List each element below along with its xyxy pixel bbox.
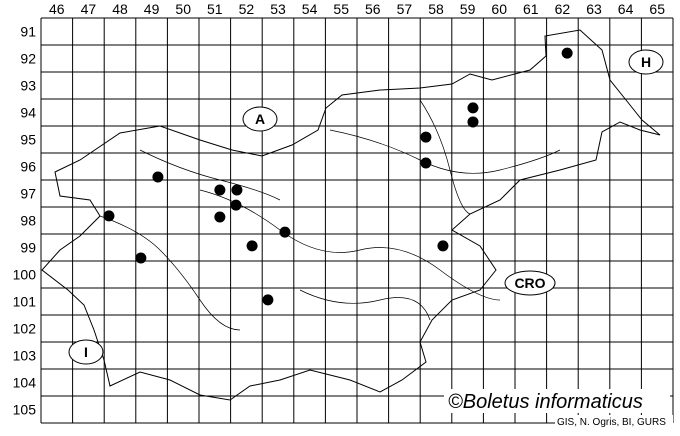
row-label: 98 [20,213,36,229]
column-label: 46 [49,1,65,17]
record-dot [246,240,258,252]
column-label: 50 [175,1,191,17]
column-label: 63 [586,1,602,17]
record-dot [437,240,449,252]
column-labels: 46 47 48 49 50 51 52 53 54 55 56 57 58 59 60 61 62 63 64 65 [49,1,665,17]
region-label-austria: A [255,111,265,127]
row-label: 100 [13,267,37,283]
record-dot [279,226,291,238]
record-dot [230,199,242,211]
column-label: 48 [112,1,128,17]
record-dot [467,102,479,114]
column-label: 62 [555,1,571,17]
row-label: 105 [13,402,37,418]
column-label: 57 [397,1,413,17]
column-label: 51 [207,1,223,17]
record-dot [467,116,479,128]
row-label: 96 [20,159,36,175]
region-hungary: H [628,49,664,75]
column-label: 52 [239,1,255,17]
record-dot [420,157,432,169]
row-label: 101 [13,294,37,310]
column-label: 61 [523,1,539,17]
row-label: 97 [20,186,36,202]
column-label: 47 [81,1,97,17]
record-dot [231,184,243,196]
row-label: 91 [20,24,36,40]
column-label: 60 [491,1,507,17]
slovenia-border [41,29,661,401]
row-label: 95 [20,132,36,148]
record-dot [135,252,147,264]
column-label: 54 [302,1,318,17]
row-label: 99 [20,240,36,256]
record-dot [214,211,226,223]
record-dot [420,131,432,143]
grid [40,17,674,424]
row-label: 92 [20,51,36,67]
row-label: 102 [13,321,37,337]
column-label: 53 [270,1,286,17]
rivers [99,99,561,331]
record-dot [103,210,115,222]
region-italy: I [68,339,104,365]
records [103,47,573,306]
record-dot [561,47,573,59]
column-label: 59 [460,1,476,17]
region-croatia: CRO [504,270,556,296]
row-label: 94 [20,105,36,121]
row-labels: 91 92 93 94 95 96 97 98 99 100 101 102 103 104 105 [13,24,37,418]
record-dot [152,171,164,183]
column-label: 49 [144,1,160,17]
row-label: 93 [20,78,36,94]
column-label: 56 [365,1,381,17]
record-dot [214,184,226,196]
copyright-text: ©Boletus informaticus [448,391,643,413]
source-text: GIS, N. Ogris, BI, GURS [557,417,666,428]
row-label: 104 [13,375,37,391]
region-label-hungary: H [641,54,651,70]
region-label-croatia: CRO [514,275,545,291]
column-label: 58 [428,1,444,17]
row-label: 103 [13,348,37,364]
region-austria: A [242,106,278,132]
record-dot [262,294,274,306]
column-label: 65 [649,1,665,17]
column-label: 55 [333,1,349,17]
region-label-italy: I [84,344,88,360]
column-label: 64 [618,1,634,17]
